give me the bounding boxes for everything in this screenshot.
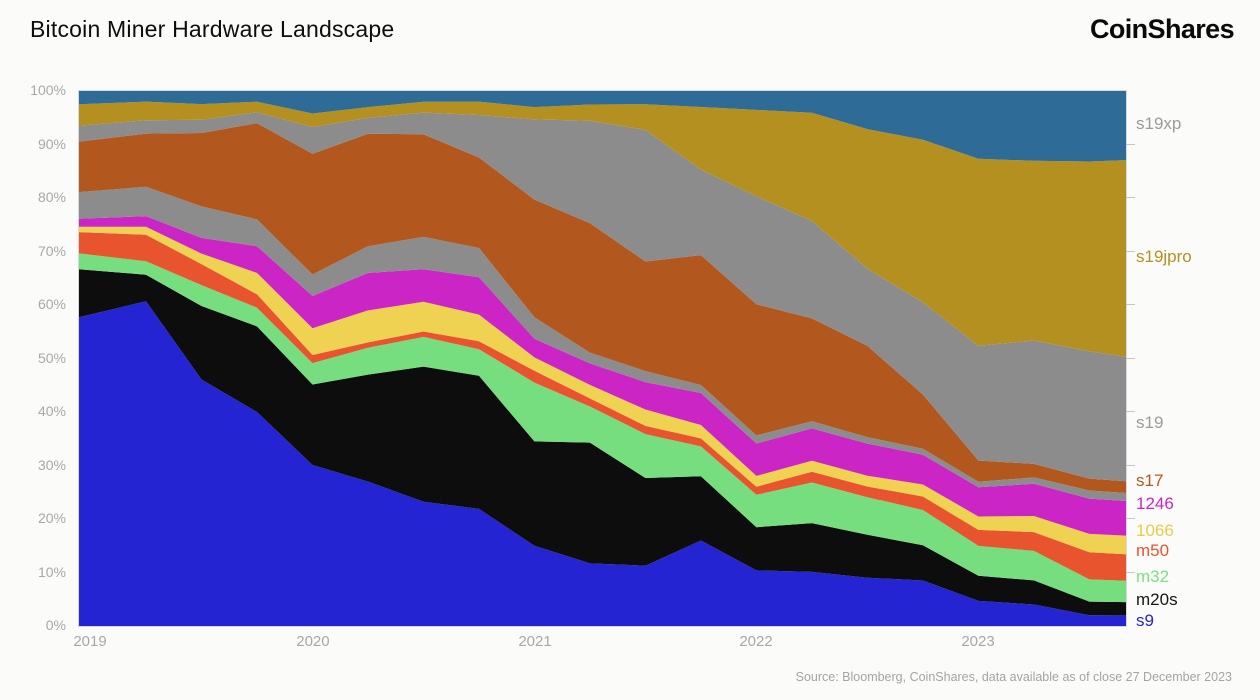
series-label-s19xp: s19xp [1136,114,1182,133]
series-label-s17: s17 [1136,471,1164,490]
stacked-area-chart [79,91,1126,626]
x-axis-label: 2019 [73,633,107,650]
right-axis-tick [1126,464,1135,466]
right-axis-tick [1126,357,1135,359]
y-axis-label: 90% [37,135,66,152]
area-m20s [79,269,1126,616]
area-s19xp [79,91,1126,162]
y-axis-label: 50% [37,349,66,366]
y-axis-label: 70% [37,242,66,259]
y-axis-label: 40% [37,403,66,419]
series-label-m32: m32 [1136,567,1170,586]
area-unlabeled-gray-band [79,186,1126,502]
right-axis-tick [1126,571,1135,573]
series-label-1066: 1066 [1136,521,1174,540]
y-axis-label: 100% [30,82,66,98]
right-axis-tick [1126,304,1135,305]
y-axis-label: 0% [45,617,66,633]
y-axis-label: 60% [37,296,66,312]
area-s19jpro [79,101,1126,357]
y-axis-label: 10% [37,563,66,580]
plot-area [78,90,1127,627]
series-label-m50: m50 [1136,541,1170,560]
page-title: Bitcoin Miner Hardware Landscape [30,16,395,42]
area-s19 [79,112,1126,482]
right-axis-tick [1126,518,1135,519]
x-axis-label: 2023 [961,633,995,650]
right-axis-tick [1126,250,1135,252]
x-axis-label: 2022 [739,633,773,650]
area-s17 [79,123,1126,493]
x-axis-label: 2021 [518,633,552,650]
area-m50 [79,232,1126,581]
right-axis-tick [1126,411,1135,412]
y-axis-label: 80% [37,189,66,205]
coinshares-logo: CoinShares [1089,14,1235,44]
area-1246 [79,216,1126,536]
source-note: Source: Bloomberg, CoinShares, data avai… [795,670,1232,684]
series-label-m20s: m20s [1136,590,1178,609]
area-m32 [79,253,1126,603]
series-label-s19: s19 [1136,413,1164,432]
right-axis-tick [1126,143,1135,145]
series-label-1246: 1246 [1136,494,1174,513]
series-label-s19jpro: s19jpro [1136,247,1192,266]
series-label-s9: s9 [1136,611,1154,630]
y-axis-label: 30% [37,456,66,473]
y-axis-label: 20% [37,510,66,526]
area-1066 [79,226,1126,555]
area-s9 [79,301,1126,626]
right-axis-tick [1126,197,1135,198]
x-axis-label: 2020 [296,633,330,650]
